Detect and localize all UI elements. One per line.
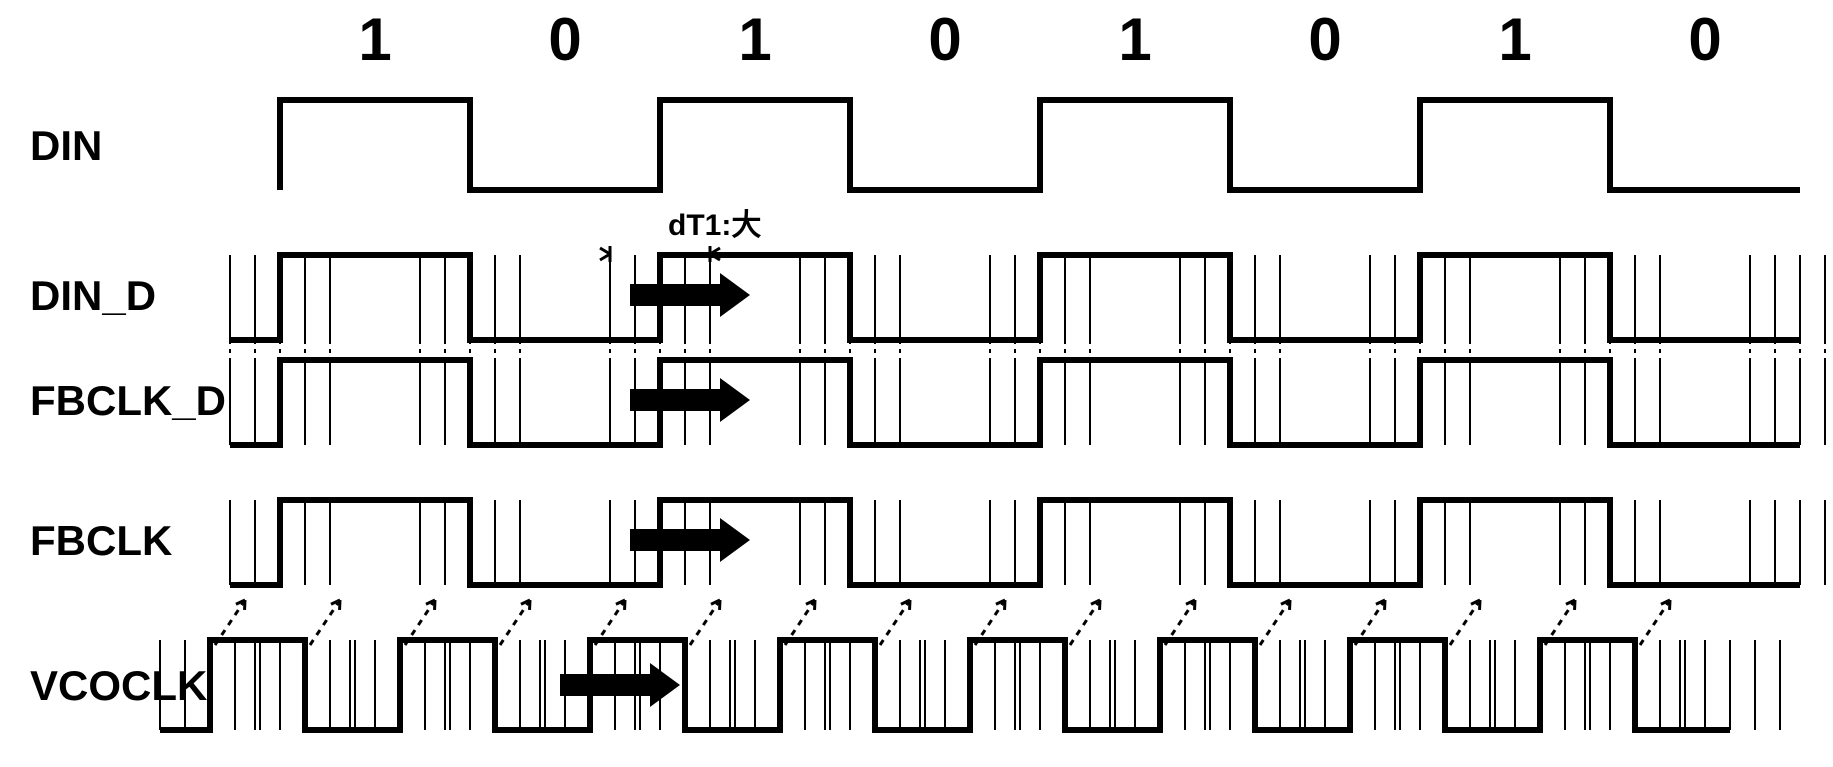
jitter-hatch — [1110, 640, 1210, 730]
jitter-hatch — [800, 360, 900, 445]
jitter-hatch — [420, 255, 520, 340]
jitter-hatch — [1370, 255, 1470, 340]
timing-diagram: 1 0 1 0 1 0 1 0 DIN DIN_D FBCLK_D FBCLK VCOCLK dT1:大 — [0, 0, 1833, 767]
jitter-hatch — [1180, 360, 1280, 445]
jitter-hatch — [230, 360, 330, 445]
vco-edge-arrow — [500, 600, 530, 645]
bit-label: 0 — [1688, 6, 1721, 73]
row-label-vcoclk: VCOCLK — [30, 662, 207, 709]
jitter-hatch — [1750, 360, 1833, 445]
jitter-hatch — [230, 500, 330, 585]
jitter-hatch — [1015, 640, 1115, 730]
vco-edge-arrow — [880, 600, 910, 645]
shift-arrow — [630, 518, 750, 562]
bit-label: 0 — [548, 6, 581, 73]
bit-label: 1 — [738, 6, 771, 73]
shift-arrow — [630, 378, 750, 422]
jitter-hatch — [1680, 640, 1780, 730]
vco-edge-arrowhead — [1376, 600, 1385, 610]
waveform-din — [280, 100, 1800, 190]
jitter-hatch — [1560, 255, 1660, 340]
jitter-hatch — [1180, 500, 1280, 585]
vco-edge-arrowhead — [1281, 600, 1290, 610]
vco-edge-arrowhead — [426, 600, 435, 610]
jitter-hatch — [420, 360, 520, 445]
vco-edge-arrow — [310, 600, 340, 645]
vco-edge-arrow — [1640, 600, 1670, 645]
jitter-hatch — [1560, 360, 1660, 445]
jitter-hatch — [1180, 255, 1280, 340]
bit-label: 0 — [928, 6, 961, 73]
jitter-hatch — [1395, 640, 1495, 730]
vco-edge-arrowhead — [1186, 600, 1195, 610]
bit-label: 0 — [1308, 6, 1341, 73]
jitter-hatch — [1370, 360, 1470, 445]
vco-edge-arrowhead — [711, 600, 720, 610]
jitter-hatch — [230, 255, 330, 340]
vco-edge-arrowhead — [521, 600, 530, 610]
jitter-hatch — [420, 500, 520, 585]
jitter-hatch — [800, 500, 900, 585]
jitter-hatch — [1585, 640, 1685, 730]
vco-edge-arrowhead — [901, 600, 910, 610]
jitter-hatch — [445, 640, 545, 730]
jitter-hatch — [920, 640, 1020, 730]
row-label-fbclk_d: FBCLK_D — [30, 377, 226, 424]
vco-edge-arrow — [690, 600, 720, 645]
bit-label: 1 — [358, 6, 391, 73]
vco-edge-arrowhead — [1661, 600, 1670, 610]
shift-arrow — [560, 663, 680, 707]
jitter-hatch — [825, 640, 925, 730]
jitter-hatch — [255, 640, 355, 730]
vco-edge-arrowhead — [1566, 600, 1575, 610]
jitter-hatch — [1205, 640, 1305, 730]
vco-edge-arrowhead — [616, 600, 625, 610]
shift-arrow — [630, 273, 750, 317]
jitter-hatch — [1370, 500, 1470, 585]
jitter-hatch — [1560, 500, 1660, 585]
jitter-hatch — [800, 255, 900, 340]
jitter-hatch — [1750, 255, 1833, 340]
row-label-fbclk: FBCLK — [30, 517, 172, 564]
jitter-hatch — [990, 255, 1090, 340]
vco-edge-arrowhead — [236, 600, 245, 610]
vco-edge-arrowhead — [1471, 600, 1480, 610]
jitter-hatch — [990, 500, 1090, 585]
jitter-hatch — [1490, 640, 1590, 730]
row-label-din_d: DIN_D — [30, 272, 156, 319]
vco-edge-arrow — [1070, 600, 1100, 645]
bit-label: 1 — [1118, 6, 1151, 73]
jitter-hatch — [1750, 500, 1833, 585]
jitter-hatch — [1300, 640, 1400, 730]
bit-label: 1 — [1498, 6, 1531, 73]
vco-edge-arrow — [1260, 600, 1290, 645]
vco-edge-arrowhead — [806, 600, 815, 610]
vco-edge-arrowhead — [1091, 600, 1100, 610]
jitter-hatch — [730, 640, 830, 730]
jitter-hatch — [990, 360, 1090, 445]
jitter-hatch — [350, 640, 450, 730]
dt1-label: dT1:大 — [668, 209, 761, 242]
row-label-din: DIN — [30, 122, 102, 169]
vco-edge-arrow — [1450, 600, 1480, 645]
vco-edge-arrowhead — [996, 600, 1005, 610]
vco-edge-arrowhead — [331, 600, 340, 610]
